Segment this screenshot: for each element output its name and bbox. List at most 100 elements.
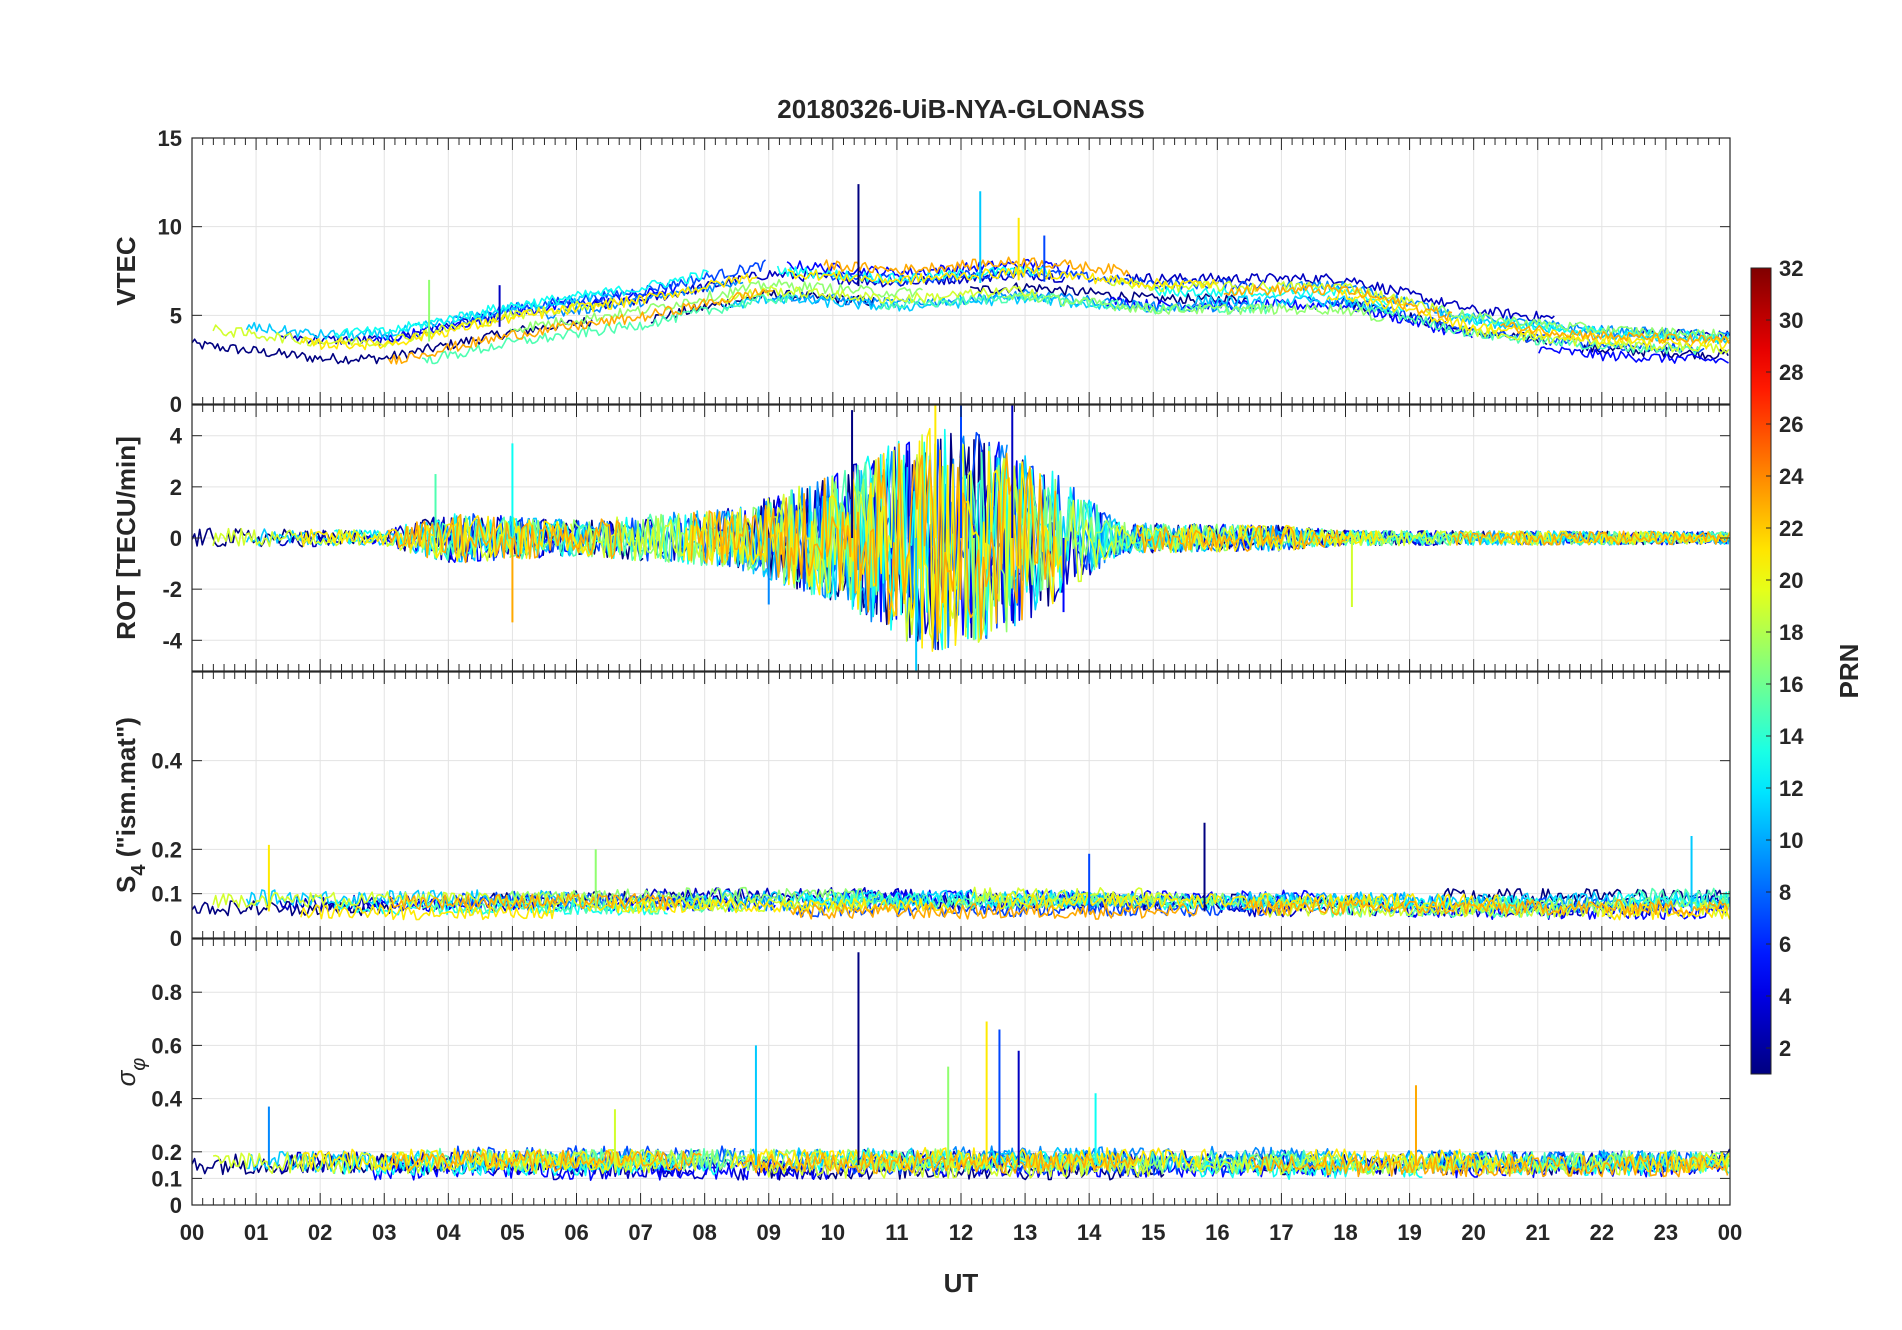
spikes-sigma-phi — [267, 952, 1417, 1166]
series-line-prn-23 — [742, 1151, 1137, 1175]
x-tick-label: 22 — [1590, 1220, 1614, 1245]
series-line-prn-15 — [421, 898, 744, 915]
y-tick-label: 0.4 — [151, 749, 182, 774]
series-line-prn-21 — [586, 897, 962, 915]
xticks-rot — [191, 405, 1731, 671]
colorbar-tick-label: 12 — [1779, 776, 1803, 801]
y-axis-label-sub: 4 — [128, 864, 150, 876]
yticks-s4: 0 0.1 0.2 0.4 — [151, 749, 1730, 951]
yticks-sigma-phi: 00.10.2 0.4 0.6 0.8 — [151, 980, 1730, 1218]
panel-sigma-phi: 00.10.2 0.4 0.6 0.8 σφ — [111, 938, 1731, 1218]
series-line-prn-19 — [212, 517, 512, 562]
colorbar-tick-label: 10 — [1779, 828, 1803, 853]
x-tick-label: 03 — [372, 1220, 396, 1245]
chart-title: 20180326-UiB-NYA-GLONASS — [777, 94, 1145, 124]
colorbar-tick-label: 28 — [1779, 360, 1803, 385]
x-tick-label: 10 — [821, 1220, 845, 1245]
x-tick-label: 13 — [1013, 1220, 1037, 1245]
series-line-prn-11 — [721, 293, 1121, 312]
xticks-vtec — [191, 138, 1731, 404]
x-tick-label: 08 — [692, 1220, 716, 1245]
colorbar-tick-label: 2 — [1779, 1036, 1791, 1061]
series-line-prn-21 — [1326, 288, 1730, 350]
y-tick-label: 0.8 — [151, 980, 182, 1005]
x-tick-label: 20 — [1461, 1220, 1485, 1245]
x-tick-label: 12 — [949, 1220, 973, 1245]
y-tick-label: 0 — [170, 526, 182, 551]
y-tick-label: 0.4 — [151, 1087, 182, 1112]
series-line-prn-23 — [1242, 899, 1729, 916]
series-line-prn-19 — [716, 285, 1038, 306]
series-sigma-phi — [192, 1145, 1730, 1181]
series-line-prn-21 — [300, 903, 556, 921]
series-line-prn-19 — [212, 297, 614, 348]
y-tick-label: -2 — [162, 577, 182, 602]
series-line-prn-15 — [1633, 887, 1730, 905]
series-line-prn-5 — [1105, 296, 1473, 339]
x-tick-label: 18 — [1333, 1220, 1357, 1245]
series-line-prn-21 — [1493, 530, 1730, 546]
series-line-prn-19 — [1461, 325, 1730, 355]
y-axis-label-vtec: VTEC — [111, 236, 141, 306]
series-line-prn-23 — [790, 902, 1200, 920]
series-line-prn-23 — [1500, 321, 1730, 344]
colorbar-label: PRN — [1834, 644, 1864, 699]
y-tick-label: 0.1 — [151, 1166, 182, 1191]
series-line-prn-23 — [1223, 284, 1453, 322]
y-axis-label-main: S — [111, 876, 141, 893]
colorbar-tick-label: 26 — [1779, 412, 1803, 437]
yticks-vtec: 0 5 10 15 — [158, 126, 1730, 417]
y-tick-label: 0 — [170, 1193, 182, 1218]
x-tick-label: 11 — [885, 1220, 908, 1245]
x-tick-label: 21 — [1526, 1220, 1550, 1245]
series-line-prn-19 — [1106, 277, 1439, 314]
series-line-prn-15 — [848, 892, 1212, 910]
x-tick-label: 00 — [1718, 1220, 1742, 1245]
x-tick-label: 07 — [628, 1220, 652, 1245]
series-line-prn-17 — [509, 278, 923, 334]
series-line-prn-23 — [388, 287, 774, 365]
y-tick-label: 5 — [170, 303, 182, 328]
series-line-prn-23 — [1136, 524, 1348, 554]
y-axis-label-tail: ("ism.mat") — [111, 717, 141, 864]
series-line-prn-11 — [245, 515, 584, 563]
y-tick-label: 2 — [170, 475, 182, 500]
series-line-prn-23 — [387, 513, 623, 564]
y-tick-label: 0.2 — [151, 1140, 182, 1165]
colorbar-tick-label: 22 — [1779, 516, 1803, 541]
xticks-s4 — [191, 672, 1731, 938]
x-tick-label: 16 — [1205, 1220, 1229, 1245]
series-line-prn-23 — [823, 256, 1130, 276]
x-tick-label: 19 — [1397, 1220, 1421, 1245]
series-line-prn-15 — [421, 293, 795, 365]
series-line-prn-23 — [1451, 530, 1730, 546]
colorbar-gradient — [1750, 267, 1772, 1075]
y-tick-label: 15 — [158, 126, 182, 151]
series-line-prn-9 — [542, 279, 744, 320]
colorbar-tick-label: 16 — [1779, 672, 1803, 697]
y-axis-label-rot: ROT [TECU/min] — [111, 436, 141, 640]
y-axis-label-main: σ — [111, 1069, 141, 1086]
x-tick-label: 23 — [1654, 1220, 1678, 1245]
series-line-prn-17 — [1433, 304, 1730, 341]
y-tick-label: 0.6 — [151, 1033, 182, 1058]
colorbar-tick-label: 6 — [1779, 932, 1791, 957]
series-s4 — [192, 886, 1730, 921]
series-line-prn-17 — [1001, 293, 1385, 322]
colorbar-tick-label: 8 — [1779, 880, 1791, 905]
series-line-prn-13 — [333, 269, 709, 338]
series-line-prn-7 — [455, 259, 767, 325]
series-line-prn-21 — [1624, 1151, 1730, 1173]
y-axis-label-s4: S4 ("ism.mat") — [111, 717, 150, 893]
y-tick-label: 0 — [170, 392, 182, 417]
series-line-prn-23 — [388, 893, 680, 911]
x-tick-label: 17 — [1269, 1220, 1293, 1245]
series-line-prn-13 — [1159, 894, 1558, 912]
series-line-prn-1 — [1440, 887, 1728, 905]
series-line-prn-23 — [388, 1149, 702, 1173]
x-tick-label: 06 — [564, 1220, 588, 1245]
colorbar-tick-label: 20 — [1779, 568, 1803, 593]
